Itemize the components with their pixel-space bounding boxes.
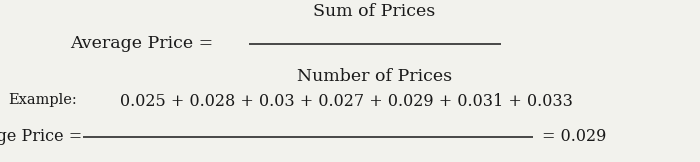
Text: Example:: Example: xyxy=(8,93,77,107)
Text: Average Price =: Average Price = xyxy=(70,35,214,52)
Text: 7: 7 xyxy=(342,161,351,162)
Text: Sum of Prices: Sum of Prices xyxy=(314,3,435,20)
Text: Average Price =: Average Price = xyxy=(0,128,83,145)
Text: Number of Prices: Number of Prices xyxy=(297,68,452,85)
Text: = 0.029: = 0.029 xyxy=(542,128,607,145)
Text: 0.025 + 0.028 + 0.03 + 0.027 + 0.029 + 0.031 + 0.033: 0.025 + 0.028 + 0.03 + 0.027 + 0.029 + 0… xyxy=(120,93,573,110)
